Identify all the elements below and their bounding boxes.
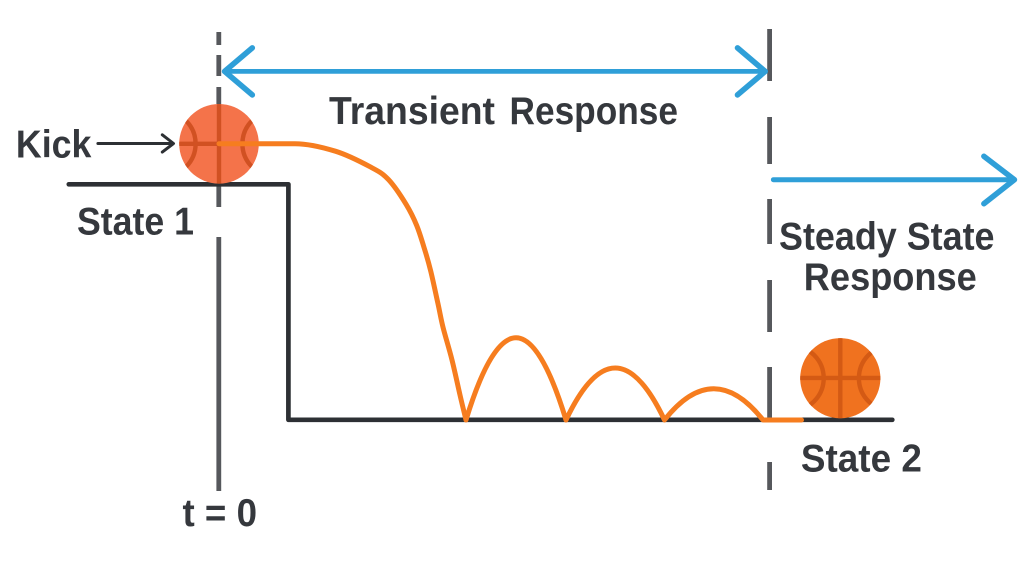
svg-text:Response: Response <box>804 256 977 299</box>
svg-text:State 1: State 1 <box>77 201 194 244</box>
svg-text:Steady State: Steady State <box>779 215 995 258</box>
svg-text:t = 0: t = 0 <box>183 492 258 535</box>
svg-text:Response: Response <box>510 90 679 133</box>
svg-text:State 2: State 2 <box>801 437 922 480</box>
svg-text:Kick: Kick <box>16 124 92 167</box>
svg-text:Transient: Transient <box>329 90 495 133</box>
